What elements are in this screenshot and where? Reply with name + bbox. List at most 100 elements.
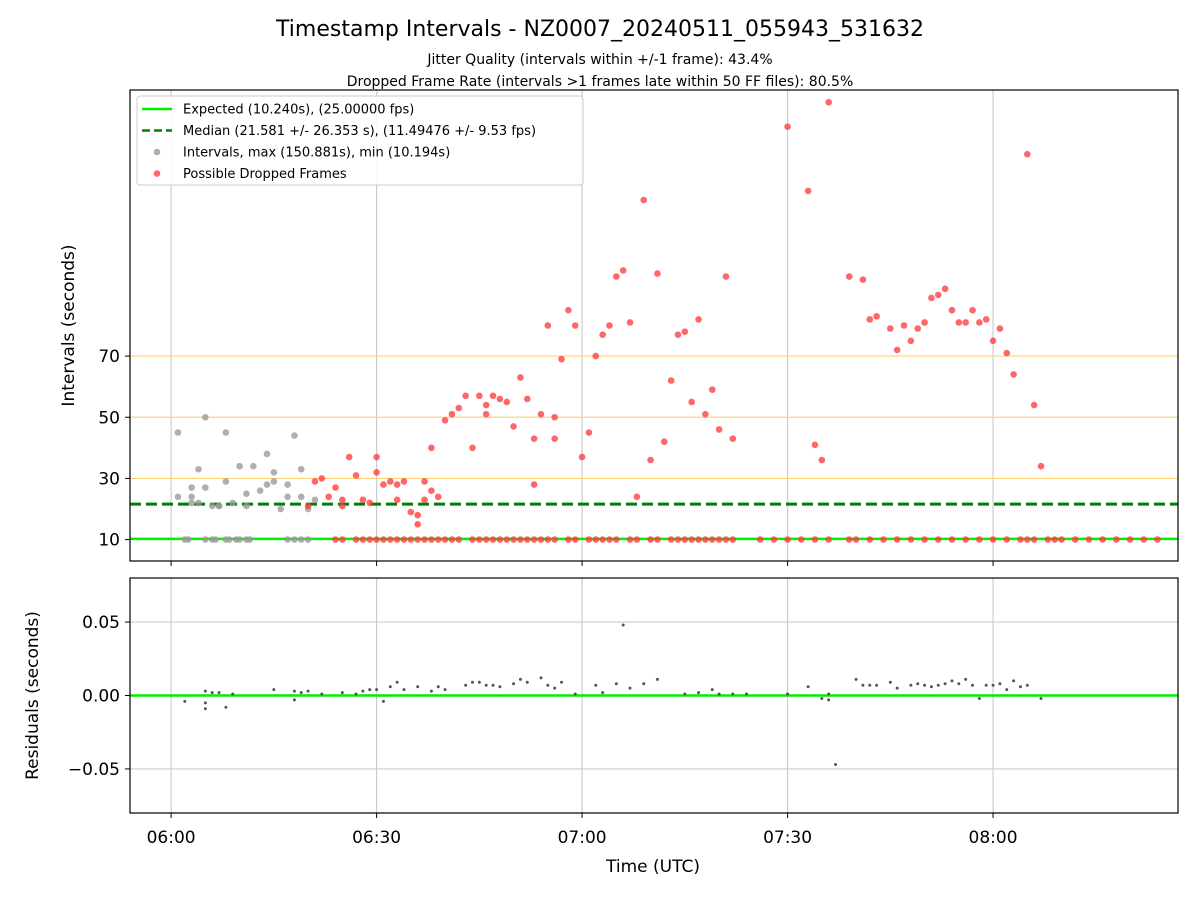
dropped-frame-point [421,496,428,504]
top-plot-frame [129,89,1179,562]
interval-point [304,536,312,543]
residual-point [868,683,872,687]
residual-point [998,682,1002,686]
dropped-frame-point [667,536,675,543]
top-panel: 10 30 50 70 [98,89,1179,566]
dropped-frame-point [695,536,702,543]
dropped-frame-point [722,536,730,543]
residual-point [210,691,214,695]
bottom-y-tick-label: −0.05 [68,760,120,780]
dropped-frame-point [441,417,449,424]
dropped-frame-point [530,435,538,442]
dropped-frame-point [496,395,504,403]
dropped-frame-point [934,291,942,299]
residual-point [786,692,790,696]
dropped-frame-point [1113,536,1120,543]
dropped-frame-point [1085,536,1093,543]
dropped-frame-point [866,536,874,543]
x-axis-label: Time (UTC) [605,857,700,877]
legend-label: Median (21.581 +/- 26.353 s), (11.49476 … [183,124,536,139]
dropped-frame-point [880,536,887,543]
dropped-frame-point [380,481,387,488]
dropped-frame-point [345,453,353,461]
residual-point [1025,683,1029,687]
dropped-frame-point [982,316,990,323]
residual-point [827,698,831,702]
dropped-frame-point [380,536,387,543]
dropped-frame-point [1017,536,1024,543]
residual-point [470,680,474,684]
interval-point [270,469,278,476]
dropped-frame-point [599,331,606,338]
residual-point [806,685,810,689]
residual-point [203,707,207,711]
interval-point [174,429,182,436]
residual-point [443,688,447,692]
residual-point [573,692,577,696]
dropped-frame-point [565,306,572,314]
interval-point [284,536,291,543]
interval-point [222,478,230,485]
chart-subtitle-jitter: Jitter Quality (intervals within +/-1 fr… [426,52,772,68]
dropped-frame-point [455,404,463,412]
dropped-frame-point [434,493,442,501]
dropped-frame-point [551,413,558,421]
dropped-frame-point [606,536,613,543]
dropped-frame-point [599,536,606,543]
dropped-frame-point [859,276,867,283]
dropped-frame-point [962,536,969,543]
residual-point [292,698,296,702]
dropped-frame-point [1003,349,1011,357]
dropped-frame-point [921,536,928,543]
dropped-frame-point [441,536,449,543]
dropped-frame-point [332,484,339,491]
dropped-frame-point [523,536,531,543]
dropped-frame-point [489,392,497,400]
top-y-tick-label: 10 [98,531,120,551]
residual-point [464,683,468,687]
dropped-frame-point [845,273,853,280]
dropped-frame-point [647,456,654,464]
residual-point [1039,696,1043,700]
dropped-frame-point [626,319,634,326]
dropped-frame-point [914,325,922,332]
dropped-frame-point [613,536,620,543]
dropped-frame-point [640,196,648,204]
residual-point [553,686,557,690]
dropped-frame-point [393,536,401,543]
residual-point [943,682,947,686]
dropped-frame-point [482,410,490,418]
dropped-frame-point [1126,536,1134,543]
interval-point [236,536,243,543]
residual-point [491,683,495,687]
dropped-frame-point [339,496,346,504]
dropped-frame-point [804,187,812,195]
residual-point [354,692,358,696]
residual-point [518,677,522,681]
interval-point [249,462,257,470]
dropped-frame-point [503,536,511,543]
dropped-frame-point [654,270,661,277]
residual-point [416,685,420,689]
interval-point [270,478,278,485]
dropped-frame-point [558,355,565,363]
dropped-frame-point [770,536,778,543]
residual-point [498,685,502,689]
dropped-frame-point [544,536,552,543]
legend-label: Expected (10.240s), (25.00000 fps) [183,103,414,118]
residual-point [861,683,865,687]
interval-point [174,493,182,501]
chart-subtitle-dropped: Dropped Frame Rate (intervals >1 frames … [347,74,854,90]
residual-point [984,683,988,687]
residual-point [683,692,687,696]
residual-point [621,623,625,627]
dropped-frame-point [1071,536,1079,543]
residual-point [1018,685,1022,689]
residual-point [950,679,954,683]
dropped-frame-point [825,536,832,543]
dropped-frame-point [366,536,374,543]
residual-point [272,688,276,692]
dropped-frame-point [523,395,531,403]
residual-point [395,680,399,684]
